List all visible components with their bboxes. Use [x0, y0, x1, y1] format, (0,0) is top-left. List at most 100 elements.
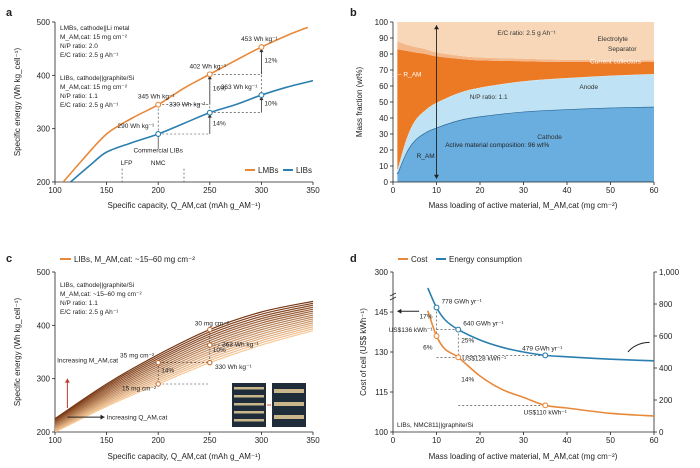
panel-d-marker-0 [433, 304, 440, 311]
panel-c-marker-label-2: 330 Wh kg⁻¹ [215, 364, 253, 371]
panel-c: 100 150 200 250 300 350 200 300 400 500 LIBs, M_AM… [37, 255, 321, 445]
panel-c-curve-39 [55, 314, 313, 426]
panel-c-marker-label-1: 35 mg cm⁻² [120, 352, 155, 359]
panel-d-xtick-label-4: 40 [563, 436, 572, 445]
panel-c-inset-thick-layer-1 [274, 402, 304, 406]
panel-a-ytick-label-0: 200 [37, 178, 51, 187]
panel-c-increase-q-arrowhead [100, 414, 105, 420]
panel-d-ytick-label-3: 145 [375, 308, 389, 317]
panel-b-xtick-label-4: 40 [563, 186, 572, 195]
panel-c-curve-48 [55, 308, 313, 423]
panel-c-curve-18 [55, 328, 313, 432]
panel-a-legend-label-0: LMBs [258, 166, 278, 175]
panel-a-xtick-label-4: 300 [255, 186, 269, 195]
panel-c-note-2: N/P ratio: 1.1 [60, 300, 98, 307]
panel-c-ytick-label-0: 200 [37, 428, 51, 437]
panel-b-xtick-label-0: 0 [391, 186, 396, 195]
panel-a-notes: LMBs, cathode||Li metal M_AM,cat: 15 mg … [60, 25, 134, 109]
panel-b-arrow-head-top [434, 25, 439, 30]
panel-a-percent-2: 14% [213, 120, 226, 127]
panel-c-legend-label: LIBs, M_AM,cat: ~15–60 mg cm⁻² [74, 255, 195, 264]
panel-a-series-lmbs [62, 26, 309, 182]
panel-d-legend-label-1: Energy consumption [449, 255, 522, 264]
panel-b-ytick-label-8: 80 [379, 50, 388, 59]
panel-d-right-ytick-label-4: 800 [659, 300, 673, 309]
panel-c-curve-60 [55, 300, 313, 420]
panel-b-annotation-0: E/C ratio: 2.5 g Ah⁻¹ [497, 30, 556, 37]
panel-d-ytick-label-4: 300 [375, 268, 389, 277]
panel-c-note-3: E/C ratio: 2.5 g Ah⁻¹ [60, 309, 119, 316]
panel-a-marker-0 [155, 101, 162, 108]
panel-b-area-current-collectors [397, 49, 654, 171]
panel-c-curve-15 [55, 330, 313, 432]
panel-a-annotation-nmc: NMC [151, 160, 166, 167]
panel-c-marker-1 [155, 359, 161, 366]
panel-a-note-lmb-0: LMBs, cathode||Li metal [60, 25, 130, 32]
panel-c-inset-thick-layer-0 [274, 389, 304, 393]
panel-c-note-0: LIBs, cathode||graphite/Si [60, 282, 134, 289]
panel-a-arrowhead-3 [259, 96, 264, 101]
panel-a-marker-label-3: 290 Wh kg⁻¹ [118, 123, 156, 130]
panel-a: 100 150 200 250 300 350 200 300 400 500 16% 12% 14% 1… [37, 18, 321, 195]
panel-d-marker-label-0: 778 GWh yr⁻¹ [442, 299, 483, 306]
panel-c-marker-4 [207, 326, 213, 333]
panel-a-marker-1 [206, 71, 213, 78]
panel-d-right-ytick-label-0: 0 [659, 428, 664, 437]
panel-a-xtick-label-1: 150 [100, 186, 114, 195]
panel-d-ytick-label-1: 115 [375, 388, 388, 397]
panel-d-xtick-label-3: 30 [519, 436, 528, 445]
panel-c-curve-21 [55, 326, 313, 431]
panel-c-inset-thick-layer-2 [274, 415, 304, 419]
panel-c-ytick-label-1: 300 [37, 375, 51, 384]
panel-d-xtick-label-6: 60 [650, 436, 659, 445]
panel-c-ytick-label-2: 400 [37, 321, 51, 330]
panel-d-marker-1 [455, 326, 462, 333]
panel-b-annotation-8: 1 − R_AM [392, 71, 421, 78]
panel-d-percent-3: 14% [461, 376, 474, 383]
panel-d-left-axis-arrowhead [397, 308, 402, 314]
panel-c-note-1: M_AM,cat: ~15–60 mg cm⁻² [60, 291, 142, 298]
panel-b-xtick-label-3: 30 [519, 186, 528, 195]
panel-b-xlabel: Mass loading of active material, M_AM,ca… [429, 201, 618, 210]
panel-d-marker-label-2: 479 GWh yr⁻¹ [522, 345, 563, 352]
panel-a-note-lmb-3: E/C ratio: 2.5 g Ah⁻¹ [60, 52, 119, 59]
panel-d-right-axis-arrow [627, 341, 650, 353]
panel-b-ytick-label-1: 10 [379, 162, 388, 171]
panel-c-curve-51 [55, 306, 313, 422]
panel-a-xtick-label-3: 250 [203, 186, 217, 195]
panel-b: 0 10 20 30 40 50 60 0 10 20 30 40 50 60 70 80 90 100 E/C r… [375, 18, 659, 195]
panel-a-annotation-lfp: LFP [121, 160, 133, 167]
panel-a-marker-4 [206, 109, 213, 116]
panel-c-ylabel: Specific energy (Wh kg_cell⁻¹) [13, 298, 22, 407]
panel-d-letter: d [350, 253, 357, 265]
panel-d-right-ytick-label-5: 1,000 [659, 268, 680, 277]
panel-a-marker-2 [258, 44, 265, 51]
panel-c-annotation-q: Increasing Q_AM,cat [107, 415, 168, 422]
panel-b-annotation-6: Cathode [537, 134, 562, 141]
panel-a-xlabel: Specific capacity, Q_AM,cat (mAh g_AM⁻¹) [107, 201, 260, 210]
panel-a-marker-label-2: 453 Wh kg⁻¹ [241, 36, 279, 43]
panel-d-marker-label-3: US$136 kWh⁻¹ [389, 327, 434, 334]
panel-d-plot-area [427, 287, 654, 417]
panel-c-annotation-m: Increasing M_AM,cat [57, 358, 118, 365]
panel-a-arrowhead-2 [207, 113, 212, 118]
panel-a-ylabel: Specific energy (Wh kg_cell⁻¹) [13, 48, 22, 157]
panel-a-note-lmb-1: M_AM,cat: 15 mg cm⁻² [60, 34, 128, 41]
panel-a-xtick-label-2: 200 [152, 186, 166, 195]
panel-d-marker-3 [433, 333, 440, 339]
panel-b-annotation-2: Separator [608, 46, 637, 53]
panel-d-percent-2: 6% [423, 344, 433, 351]
panel-d-ytick-label-0: 100 [375, 428, 389, 437]
panel-a-percent-1: 12% [264, 57, 277, 64]
panel-d-marker-4 [455, 354, 462, 361]
panel-c-inset-thin-layer-1 [234, 395, 264, 398]
panel-c-notes: LIBs, cathode||graphite/Si M_AM,cat: ~15… [60, 282, 142, 316]
panel-b-ytick-label-2: 20 [379, 146, 388, 155]
panel-c-xlabel: Specific capacity, Q_AM,cat (mAh g_AM⁻¹) [107, 452, 260, 461]
panel-c-xtick-label-3: 250 [203, 436, 217, 445]
panel-c-curve-42 [55, 312, 313, 425]
panel-d-percent-0: 17% [419, 313, 432, 320]
panel-a-letter: a [6, 7, 13, 19]
panel-c-inset-thin-layer-0 [234, 387, 264, 390]
